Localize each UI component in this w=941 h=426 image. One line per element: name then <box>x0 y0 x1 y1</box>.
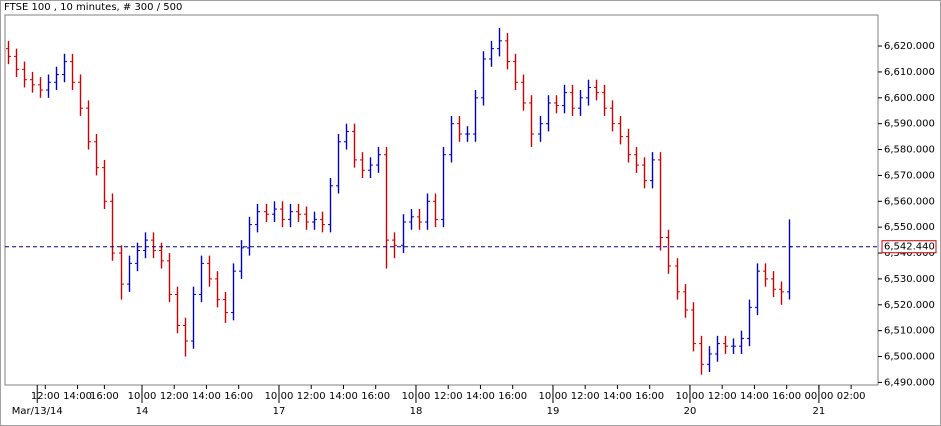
x-tick-label: 16:00 <box>635 391 664 402</box>
x-tick-label: 12:00 <box>571 391 600 402</box>
y-tick-label: 6,620.000 <box>884 41 935 52</box>
y-tick-label: 6,490.000 <box>884 377 935 388</box>
x-tick-label: 16:00 <box>772 391 801 402</box>
x-tick-label: 14:00 <box>329 391 358 402</box>
x-tick-label: 12:00 <box>160 391 189 402</box>
x-tick-label: 16:00 <box>361 391 390 402</box>
y-tick-label: 6,590.000 <box>884 119 935 130</box>
x-tick-label: 16:00 <box>498 391 527 402</box>
y-tick-label: 6,570.000 <box>884 170 935 181</box>
y-tick-label: 6,530.000 <box>884 274 935 285</box>
x-tick-label: 12:00 <box>297 391 326 402</box>
y-tick-label: 6,500.000 <box>884 352 935 363</box>
x-tick-label: 12:00 <box>31 391 60 402</box>
date-tick-label: 17 <box>273 406 286 417</box>
x-tick-label: 12:00 <box>708 391 737 402</box>
y-tick-label: 6,540.000 <box>884 248 935 259</box>
x-tick-label: 16:00 <box>224 391 253 402</box>
x-tick-label: 12:00 <box>434 391 463 402</box>
date-tick-label: 14 <box>136 406 149 417</box>
date-tick-label: 19 <box>547 406 560 417</box>
x-tick-label: 14:00 <box>740 391 769 402</box>
x-tick-label: 14:00 <box>63 391 92 402</box>
x-tick-label: 14:00 <box>466 391 495 402</box>
date-tick-label: 21 <box>813 406 826 417</box>
plot-area <box>4 14 879 386</box>
last-price-label: 6,542.440 <box>884 242 935 253</box>
y-tick-label: 6,560.000 <box>884 196 935 207</box>
x-tick-label: 16:00 <box>90 391 119 402</box>
date-tick-label: 18 <box>410 406 423 417</box>
x-tick-label: 02:00 <box>837 391 866 402</box>
y-tick-label: 6,580.000 <box>884 145 935 156</box>
x-tick-label: 14:00 <box>603 391 632 402</box>
date-tick-label: 20 <box>684 406 697 417</box>
last-price-box <box>881 240 937 254</box>
y-tick-label: 6,520.000 <box>884 300 935 311</box>
y-tick-label: 6,550.000 <box>884 222 935 233</box>
y-tick-label: 6,510.000 <box>884 326 935 337</box>
date-tick-label: Mar/13/14 <box>12 406 63 417</box>
chart-title: FTSE 100 , 10 minutes, # 300 / 500 <box>4 2 182 13</box>
x-tick-label: 14:00 <box>192 391 221 402</box>
y-tick-label: 6,610.000 <box>884 67 935 78</box>
y-tick-label: 6,600.000 <box>884 93 935 104</box>
